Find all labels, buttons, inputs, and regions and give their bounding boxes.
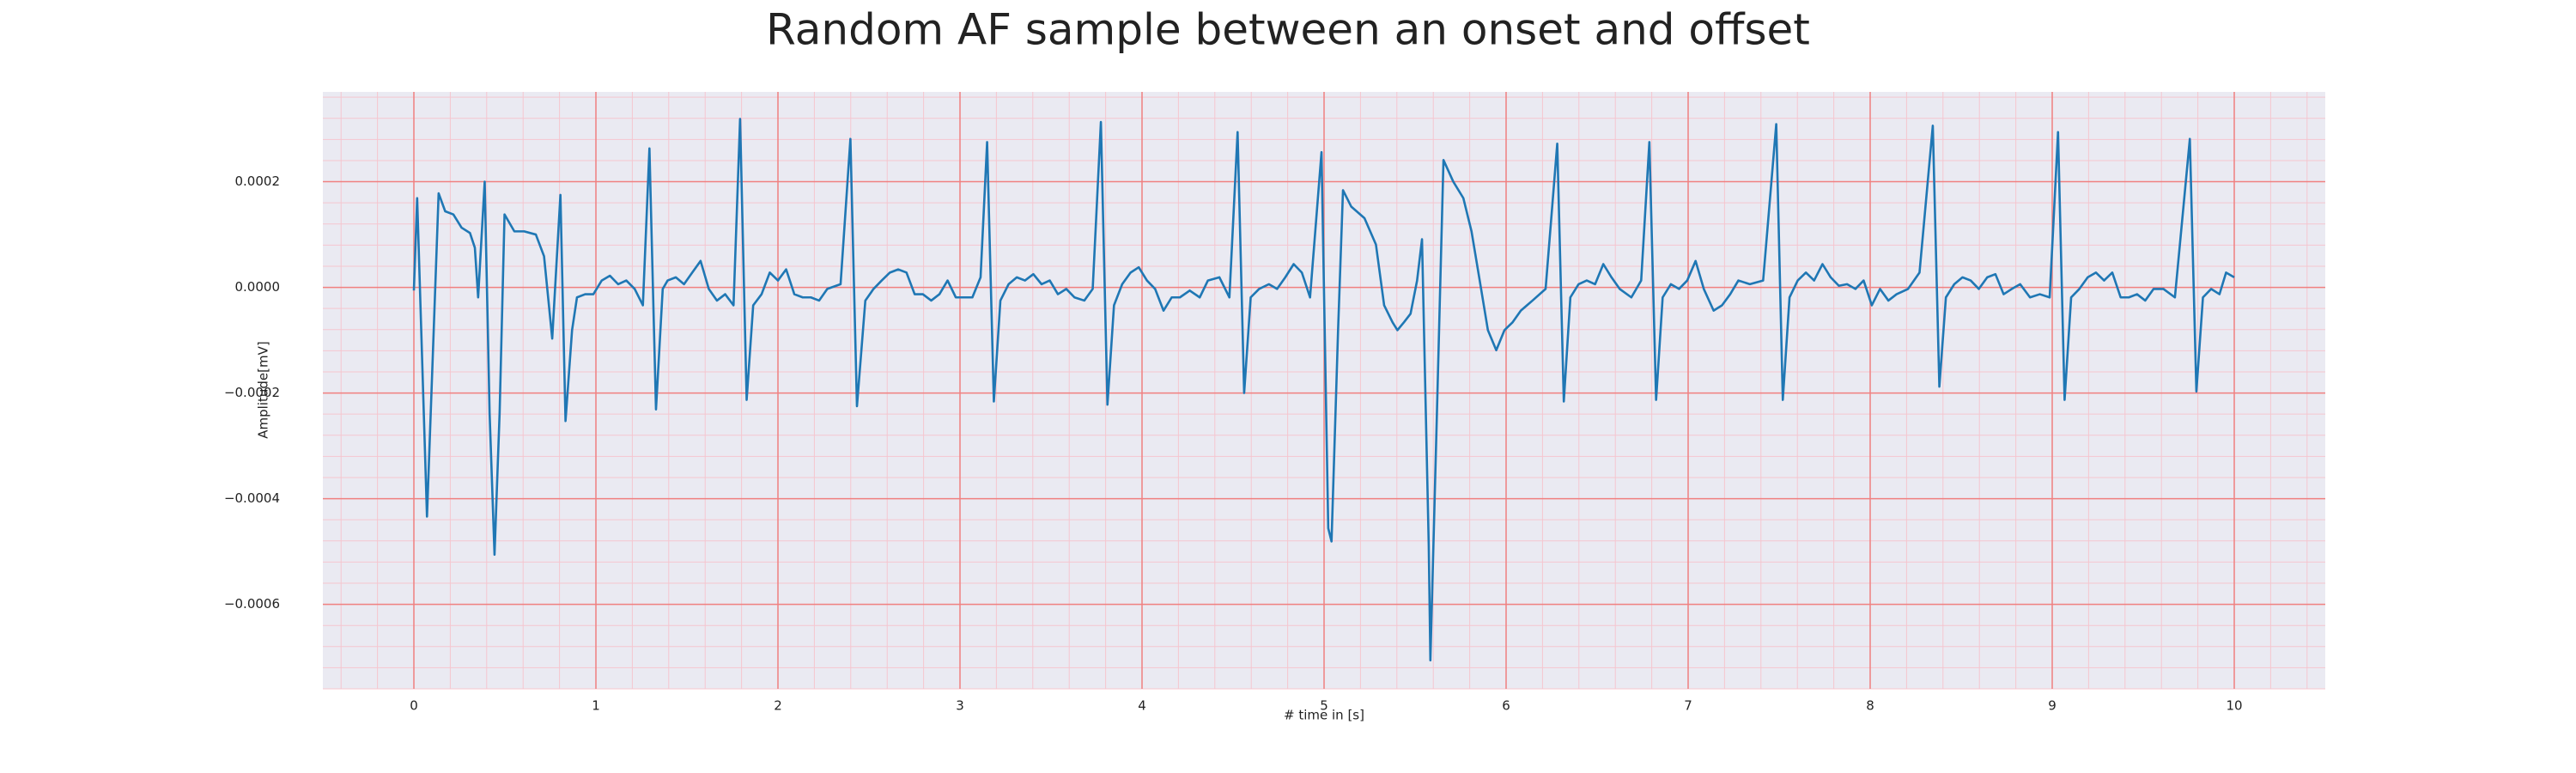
y-tick-label: 0.0000 [235, 279, 281, 295]
y-tick-label: 0.0002 [235, 173, 281, 189]
x-tick-label: 0 [410, 698, 418, 714]
chart-title: Random AF sample between an onset and of… [766, 5, 1810, 55]
x-tick-label: 4 [1138, 698, 1146, 714]
y-tick-label: −0.0004 [224, 490, 280, 506]
x-tick-label: 5 [1320, 698, 1328, 714]
x-tick-label: 8 [1866, 698, 1874, 714]
x-tick-label: 10 [2226, 698, 2242, 714]
x-tick-label: 6 [1502, 698, 1510, 714]
y-tick-label: −0.0002 [224, 385, 280, 400]
y-tick-label: −0.0006 [224, 596, 280, 612]
x-axis-label: # time in [s] [1284, 708, 1364, 723]
x-tick-label: 1 [592, 698, 600, 714]
x-tick-label: 3 [956, 698, 964, 714]
x-tick-label: 9 [2048, 698, 2057, 714]
x-tick-label: 7 [1684, 698, 1692, 714]
y-axis-label: Amplitude[mV] [256, 341, 271, 438]
x-tick-label: 2 [774, 698, 782, 714]
line-series [412, 118, 2235, 662]
